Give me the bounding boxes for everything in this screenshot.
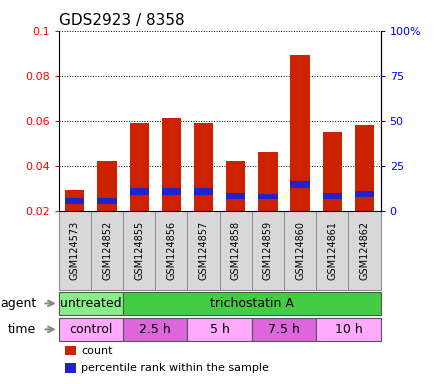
Bar [97,198,116,204]
Bar [59,318,123,341]
Bar [187,210,219,290]
Text: GSM124855: GSM124855 [134,221,144,280]
Bar [129,189,148,195]
Bar [322,132,341,210]
Bar [251,210,283,290]
Bar [348,210,380,290]
Text: count: count [81,346,112,356]
Text: GSM124857: GSM124857 [198,221,208,280]
Bar [129,123,148,210]
Bar [283,210,316,290]
Bar [65,190,84,210]
Bar [354,191,373,197]
Text: 7.5 h: 7.5 h [267,323,299,336]
Bar [161,118,181,210]
Bar [258,152,277,210]
Text: GSM124860: GSM124860 [295,221,304,280]
Text: control: control [69,323,112,336]
Text: time: time [8,323,36,336]
Bar [123,318,187,341]
Text: trichostatin A: trichostatin A [210,297,293,310]
Text: percentile rank within the sample: percentile rank within the sample [81,363,269,373]
Bar [65,198,84,204]
Bar [251,318,316,341]
Text: GDS2923 / 8358: GDS2923 / 8358 [59,13,184,28]
Bar [316,318,380,341]
Text: GSM124858: GSM124858 [230,221,240,280]
Bar [59,210,91,290]
Bar [65,346,76,355]
Text: GSM124852: GSM124852 [102,221,112,280]
Bar [65,363,76,373]
Text: GSM124859: GSM124859 [263,221,272,280]
Text: GSM124862: GSM124862 [359,221,368,280]
Bar [226,193,245,199]
Bar [194,123,213,210]
Text: GSM124861: GSM124861 [327,221,336,280]
Bar [155,210,187,290]
Text: 2.5 h: 2.5 h [139,323,171,336]
Text: 5 h: 5 h [209,323,229,336]
Bar [187,318,251,341]
Bar [123,292,380,315]
Text: agent: agent [0,297,36,310]
Bar [316,210,348,290]
Bar [290,55,309,210]
Bar [322,193,341,199]
Bar [290,181,309,188]
Bar [354,125,373,210]
Bar [123,210,155,290]
Text: untreated: untreated [60,297,122,310]
Text: 10 h: 10 h [334,323,362,336]
Bar [91,210,123,290]
Bar [219,210,251,290]
Bar [59,292,123,315]
Bar [258,194,277,199]
Bar [194,189,213,195]
Bar [97,161,116,210]
Bar [161,189,181,195]
Text: GSM124856: GSM124856 [166,221,176,280]
Bar [226,161,245,210]
Text: GSM124573: GSM124573 [70,221,79,280]
